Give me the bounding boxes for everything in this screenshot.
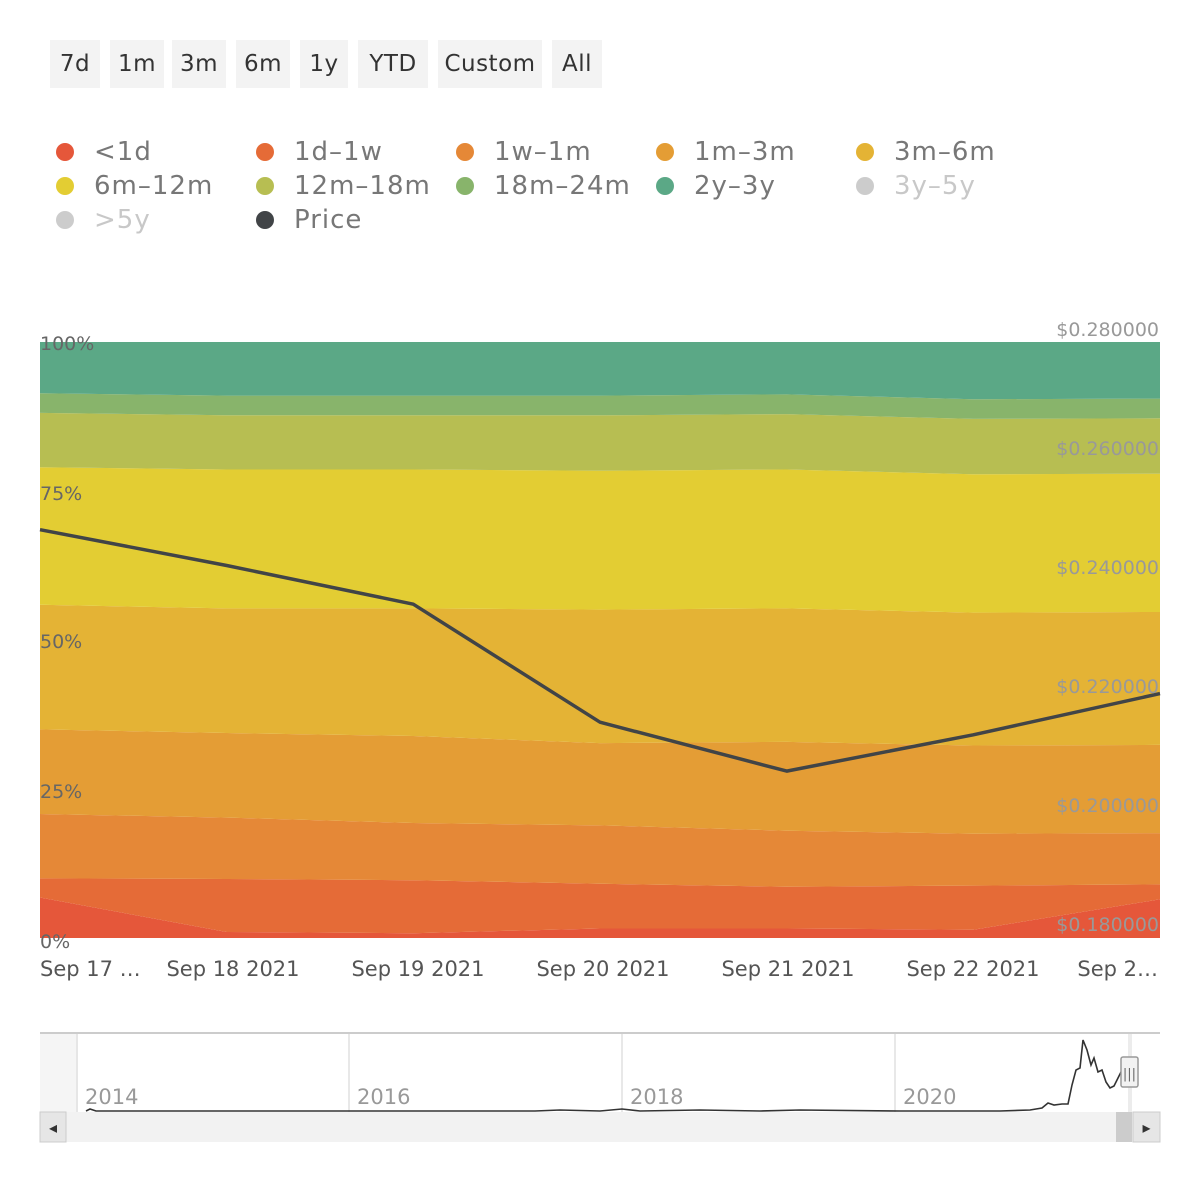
legend-item-1d-1w[interactable]: 1d–1w [256,137,383,167]
right-tick-label-0.24: $0.240000 [1056,557,1159,579]
range-button-all[interactable]: All [552,40,602,88]
navigator-mask-left [40,1034,78,1112]
navigator-year-label: 2020 [903,1085,956,1109]
legend-label: >5y [94,205,151,235]
right-tick-label-0.28: $0.280000 [1056,319,1159,341]
legend-swatch-icon [456,177,474,195]
arrow-left-icon: ◂ [49,1118,57,1137]
range-button-3m[interactable]: 3m [172,40,226,88]
area-series-5[interactable] [40,467,1160,613]
legend-label: 1d–1w [294,137,383,167]
legend-swatch-icon [256,211,274,229]
x-tick-label-sep18: Sep 18 2021 [166,957,299,981]
legend-label: Price [294,205,363,235]
legend-label: 6m–12m [94,171,214,201]
range-button-custom[interactable]: Custom [438,40,542,88]
range-button-7d[interactable]: 7d [50,40,100,88]
right-axis: $0.180000 $0.200000 $0.220000 $0.240000 … [1056,319,1159,936]
legend-item-3m-6m[interactable]: 3m–6m [856,137,996,167]
x-axis: Sep 17 … Sep 18 2021 Sep 19 2021 Sep 20 … [40,957,1158,981]
price-line[interactable] [39,527,1161,773]
area-series-1[interactable] [40,878,1160,934]
legend-item-1m-3m[interactable]: 1m–3m [656,137,796,167]
left-tick-label-25: 25% [40,781,82,803]
legend-swatch-icon [656,177,674,195]
legend-item-lt1d[interactable]: <1d [56,137,152,167]
right-tick-label-0.26: $0.260000 [1056,438,1159,460]
legend-swatch-icon [56,211,74,229]
legend-item-12m-18m[interactable]: 12m–18m [256,171,431,201]
x-tick-label-sep22: Sep 22 2021 [906,957,1039,981]
legend-swatch-icon [456,143,474,161]
main-chart[interactable]: 0% 25% 50% 75% 100% $0.180000 $0.200000 … [0,0,1200,1000]
legend-item-18m-24m[interactable]: 18m–24m [456,171,631,201]
area-series-0[interactable] [40,897,1160,939]
legend-label: <1d [94,137,152,167]
legend-item-price[interactable]: Price [256,205,362,235]
legend-label: 12m–18m [294,171,431,201]
left-tick-label-50: 50% [40,631,82,653]
legend-label: 3y–5y [894,171,976,201]
range-button-1y[interactable]: 1y [300,40,348,88]
legend-swatch-icon [256,143,274,161]
x-tick-label-sep21: Sep 21 2021 [721,957,854,981]
legend-swatch-icon [656,143,674,161]
legend-item-6m-12m[interactable]: 6m–12m [56,171,213,201]
left-tick-label-100: 100% [40,333,94,355]
legend-label: 1w–1m [494,137,592,167]
legend-swatch-icon [56,177,74,195]
scrollbar-thumb[interactable] [1116,1112,1132,1142]
legend-swatch-icon [56,143,74,161]
navigator-year-label: 2014 [85,1085,138,1109]
legend-label: 18m–24m [494,171,631,201]
legend-label: 1m–3m [694,137,796,167]
range-button-ytd[interactable]: YTD [358,40,428,88]
navigator-handle-box[interactable] [1120,1056,1139,1088]
left-axis: 0% 25% 50% 75% 100% [40,333,94,953]
navigator-price-line [85,1039,1126,1112]
area-series-2[interactable] [40,814,1160,887]
area-series-6[interactable] [40,412,1160,475]
stacked-areas [40,342,1160,938]
legend-label: 2y–3y [694,171,776,201]
navigator-year-label: 2016 [357,1085,410,1109]
area-series-7[interactable] [40,393,1160,419]
left-tick-label-0: 0% [40,931,70,953]
right-tick-label-0.20: $0.200000 [1056,795,1159,817]
area-series-8[interactable] [40,342,1160,400]
x-tick-label-sep17: Sep 17 … [40,957,141,981]
x-tick-label-sep19: Sep 19 2021 [351,957,484,981]
scrollbar-track[interactable] [40,1112,1160,1142]
legend-swatch-icon [256,177,274,195]
x-tick-label-sep20: Sep 20 2021 [536,957,669,981]
legend-item-3y-5y[interactable]: 3y–5y [856,171,976,201]
legend-swatch-icon [856,143,874,161]
legend-item-2y-3y[interactable]: 2y–3y [656,171,776,201]
legend-swatch-icon [856,177,874,195]
left-tick-label-75: 75% [40,483,82,505]
price-line-group [39,527,1161,773]
scrollbar-right-button[interactable] [1132,1111,1161,1143]
right-tick-label-0.18: $0.180000 [1056,914,1159,936]
grip-icon: ||| [1123,1067,1136,1082]
area-series-4[interactable] [40,604,1160,746]
x-tick-label-sep23: Sep 2… [1077,957,1158,981]
legend-label: 3m–6m [894,137,996,167]
legend-item-1w-1m[interactable]: 1w–1m [456,137,592,167]
range-button-6m[interactable]: 6m [236,40,290,88]
navigator-handle[interactable]: ||| [1120,1056,1139,1088]
range-button-1m[interactable]: 1m [110,40,164,88]
navigator-year-label: 2018 [630,1085,683,1109]
area-series-3[interactable] [40,729,1160,834]
arrow-right-icon: ▸ [1142,1118,1150,1137]
right-tick-label-0.22: $0.220000 [1056,676,1159,698]
scrollbar-left-button[interactable] [39,1111,67,1143]
legend-item-gt5y[interactable]: >5y [56,205,151,235]
